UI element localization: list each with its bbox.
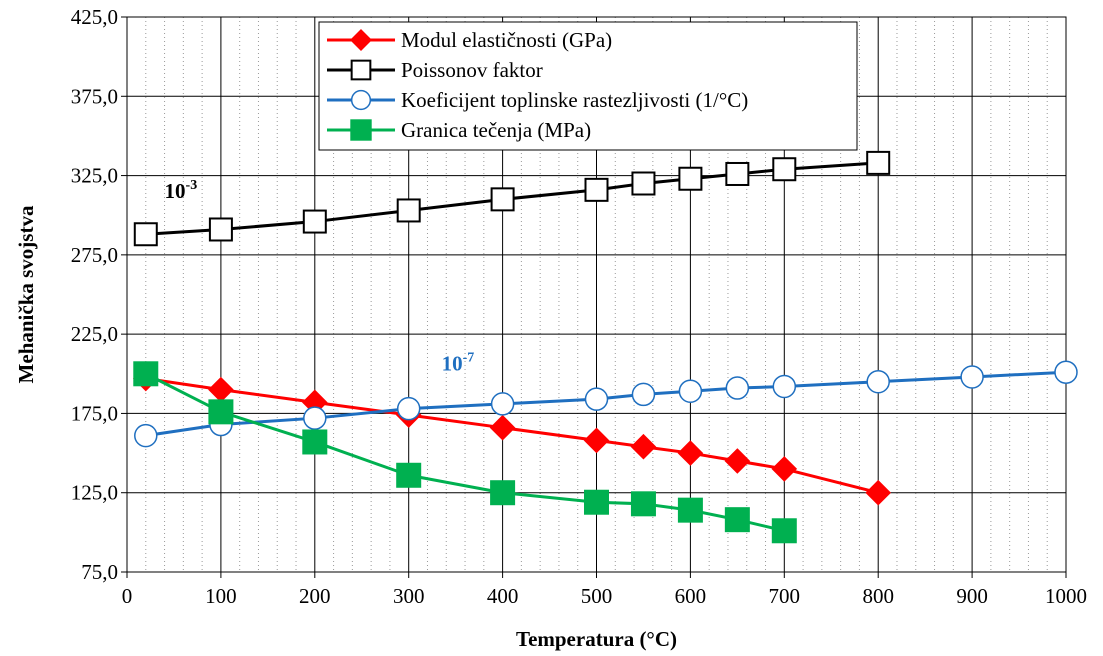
x-tick-label: 300 bbox=[393, 584, 425, 608]
data-point bbox=[865, 479, 892, 506]
data-point bbox=[302, 429, 328, 455]
data-point bbox=[583, 427, 610, 454]
data-point bbox=[208, 376, 234, 403]
legend-item: Koeficijent toplinske rastezljivosti (1/… bbox=[327, 88, 748, 112]
x-tick-label: 800 bbox=[862, 584, 894, 608]
data-point bbox=[350, 119, 372, 141]
y-axis-title: Mehanička svojstva bbox=[14, 205, 38, 383]
series-2 bbox=[133, 150, 891, 247]
series-line bbox=[145, 372, 785, 533]
data-point bbox=[302, 209, 327, 234]
data-point bbox=[1054, 360, 1078, 384]
data-point bbox=[350, 29, 372, 51]
x-tick-label: 0 bbox=[122, 584, 133, 608]
x-tick-label: 900 bbox=[956, 584, 988, 608]
data-point bbox=[490, 392, 515, 416]
legend-item: Modul elastičnosti (GPa) bbox=[327, 28, 612, 52]
x-tick-label: 200 bbox=[299, 584, 331, 608]
y-tick-label: 275,0 bbox=[71, 243, 118, 267]
data-point bbox=[303, 406, 327, 430]
data-point bbox=[584, 177, 609, 202]
data-point bbox=[396, 462, 422, 488]
data-point bbox=[133, 222, 158, 247]
legend-box bbox=[318, 21, 858, 151]
data-point bbox=[584, 489, 609, 515]
legend-item: Poissonov faktor bbox=[327, 58, 543, 82]
series-1 bbox=[132, 365, 892, 506]
series-layer bbox=[132, 150, 1078, 544]
series-line bbox=[145, 377, 879, 495]
x-axis-ticks: 0 100 200 300 400 500 600 700 800 900 1000 bbox=[122, 572, 1087, 608]
y-tick-label: 125,0 bbox=[71, 481, 118, 505]
x-tick-label: 1000 bbox=[1045, 584, 1087, 608]
annotation-exponent: -3 bbox=[186, 178, 198, 193]
data-point bbox=[677, 440, 704, 466]
data-point bbox=[631, 382, 656, 407]
annotation-label: 10-7 bbox=[442, 351, 475, 376]
y-tick-label: 425,0 bbox=[71, 5, 118, 29]
legend-item: Granica tečenja (MPa) bbox=[327, 118, 591, 142]
data-point bbox=[630, 491, 656, 517]
data-point bbox=[396, 198, 421, 223]
legend: Modul elastičnosti (GPa) Poissonov faktor… bbox=[318, 21, 858, 151]
y-tick-label: 175,0 bbox=[71, 401, 118, 425]
legend-label: Modul elastičnosti (GPa) bbox=[401, 28, 612, 52]
annotation-base: 10 bbox=[442, 352, 463, 376]
data-point bbox=[396, 396, 421, 421]
x-tick-label: 600 bbox=[675, 584, 707, 608]
data-point bbox=[678, 166, 703, 191]
data-point bbox=[584, 387, 609, 411]
data-point bbox=[771, 518, 797, 544]
data-point bbox=[350, 59, 372, 81]
data-point bbox=[724, 448, 751, 474]
data-point bbox=[866, 369, 890, 394]
data-point bbox=[772, 374, 797, 399]
annotation-exponent: -7 bbox=[463, 351, 475, 366]
y-tick-label: 375,0 bbox=[71, 84, 118, 108]
y-tick-label: 225,0 bbox=[71, 322, 118, 346]
data-point bbox=[772, 157, 797, 182]
x-tick-label: 100 bbox=[205, 584, 237, 608]
data-point bbox=[631, 171, 656, 196]
x-tick-label: 400 bbox=[487, 584, 519, 608]
data-point bbox=[678, 379, 703, 403]
data-point bbox=[489, 414, 516, 441]
y-tick-label: 75,0 bbox=[81, 560, 118, 584]
data-point bbox=[350, 89, 372, 111]
data-point bbox=[771, 456, 798, 482]
series-4 bbox=[133, 361, 797, 544]
data-point bbox=[725, 376, 750, 400]
data-point bbox=[725, 161, 750, 186]
legend-label: Koeficijent toplinske rastezljivosti (1/… bbox=[401, 88, 748, 112]
data-point bbox=[134, 423, 158, 448]
data-point bbox=[630, 433, 657, 460]
data-point bbox=[677, 497, 703, 523]
data-point bbox=[490, 480, 516, 506]
series-3 bbox=[134, 360, 1078, 448]
data-point bbox=[960, 365, 984, 389]
x-tick-label: 500 bbox=[581, 584, 613, 608]
data-point bbox=[208, 399, 234, 425]
data-point bbox=[866, 150, 891, 175]
annotation-label: 10-3 bbox=[165, 178, 198, 203]
data-point bbox=[724, 507, 750, 533]
data-point bbox=[208, 217, 233, 242]
data-point bbox=[133, 361, 159, 387]
annotations: 10-310-7 bbox=[165, 178, 475, 376]
y-tick-label: 325,0 bbox=[71, 164, 118, 188]
data-point bbox=[490, 187, 515, 212]
annotation-base: 10 bbox=[165, 179, 186, 203]
y-axis-ticks: 75,0 125,0 175,0 225,0 275,0 325,0 375,0 425,0 bbox=[71, 5, 127, 584]
legend-label: Granica tečenja (MPa) bbox=[401, 118, 591, 142]
legend-label: Poissonov faktor bbox=[401, 58, 543, 82]
x-tick-label: 700 bbox=[769, 584, 801, 608]
x-axis-title: Temperatura (°C) bbox=[516, 627, 677, 651]
